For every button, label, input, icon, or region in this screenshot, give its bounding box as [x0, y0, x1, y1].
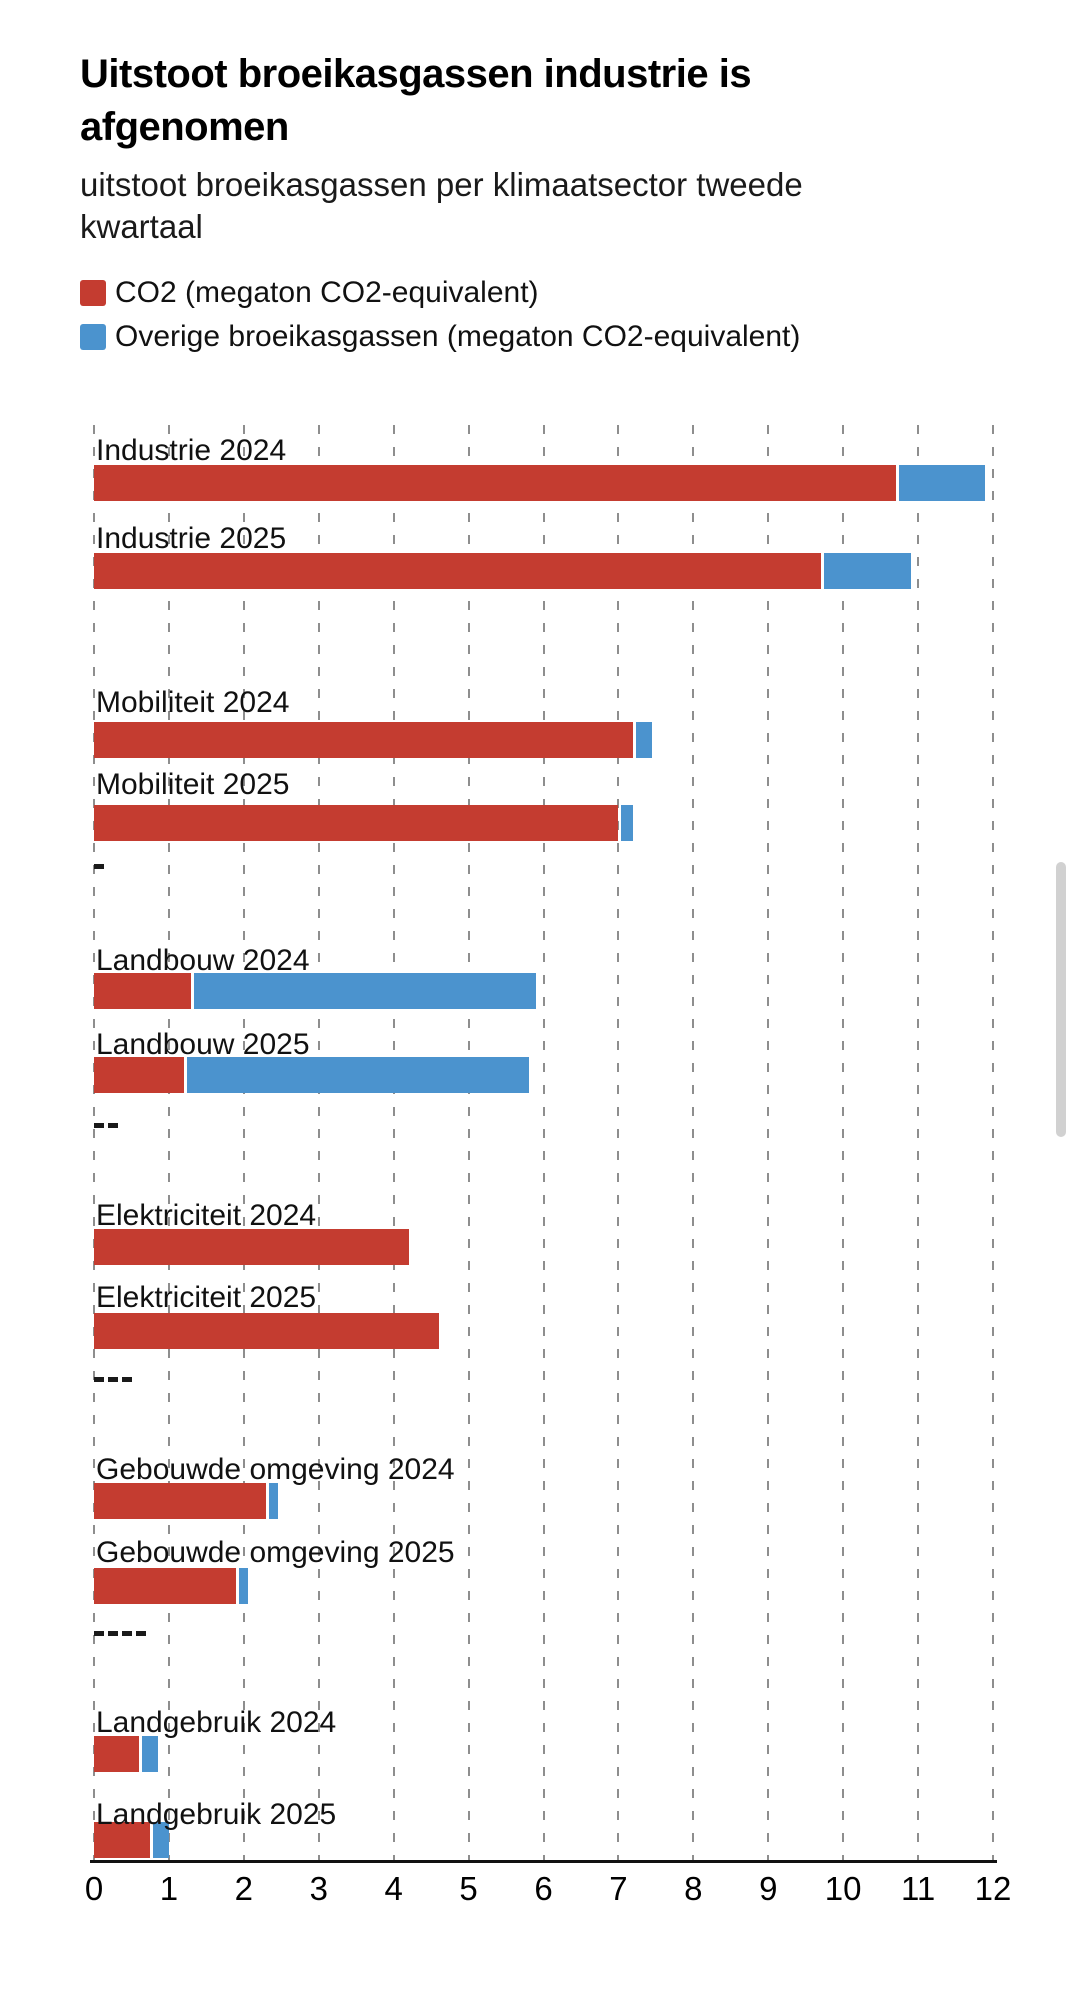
bar-label: Elektriciteit 2024: [96, 1199, 317, 1232]
gridline: [242, 425, 245, 1860]
separator-dash-icon: [94, 1377, 104, 1382]
bar-label: Landgebruik 2025: [96, 1798, 337, 1831]
bar-row: [94, 553, 911, 589]
x-axis-tick-label: 4: [384, 1870, 403, 1907]
gridline: [93, 425, 95, 1860]
chart-title: Uitstoot broeikasgassen industrie is afg…: [80, 52, 752, 149]
legend: CO2 (megaton CO2-equivalent) Overige bro…: [80, 276, 1020, 353]
co2-bar-segment: [94, 553, 821, 589]
other-bar-segment: [898, 465, 986, 501]
co2-bar-segment: [94, 1483, 267, 1519]
legend-item-other: Overige broeikasgassen (megaton CO2-equi…: [80, 320, 1020, 353]
bar-label: Landbouw 2025: [96, 1028, 310, 1061]
bar-row: [94, 1568, 248, 1604]
other-bar-segment: [141, 1736, 158, 1772]
other-bar-segment: [636, 722, 653, 758]
gridline: [392, 425, 395, 1860]
chart-subtitle: uitstoot broeikasgassen per klimaatsecto…: [80, 165, 803, 245]
x-axis-line: [90, 1860, 997, 1863]
x-axis-tick-label: 8: [684, 1870, 703, 1907]
bar-row: [94, 1313, 439, 1349]
separator-dashes: [94, 864, 108, 869]
bar-row: [94, 465, 986, 501]
other-bar-segment: [269, 1483, 278, 1519]
separator-dash-icon: [94, 1123, 104, 1128]
gridline: [617, 425, 620, 1860]
bar-row: [94, 1229, 409, 1265]
co2-bar-segment: [94, 1229, 409, 1265]
co2-bar-segment: [94, 973, 192, 1009]
bar-chart: Industrie 2024 Industrie 2025 Mobiliteit 2…: [85, 425, 1011, 1907]
legend-label-co2: CO2 (megaton CO2-equivalent): [115, 276, 539, 310]
bar-row: [94, 805, 634, 841]
co2-bar-segment: [94, 805, 619, 841]
other-bar-segment: [186, 1057, 529, 1093]
separator-dash-icon: [136, 1631, 146, 1636]
separator-dash-icon: [108, 1377, 118, 1382]
co2-bar-segment: [94, 722, 634, 758]
x-axis-tick-label: 12: [974, 1870, 1012, 1907]
legend-item-co2: CO2 (megaton CO2-equivalent): [80, 276, 1020, 309]
x-axis-tick-label: 6: [534, 1870, 553, 1907]
separator-dash-icon: [122, 1631, 132, 1636]
bar-label: Industrie 2025: [96, 522, 287, 555]
gridline: [842, 425, 845, 1860]
bar-label: Mobiliteit 2024: [96, 686, 290, 719]
scrollbar-thumb[interactable]: [1056, 862, 1066, 1137]
separator-dashes: [94, 1631, 150, 1636]
bar-label: Mobiliteit 2025: [96, 768, 290, 801]
bar-label: Landgebruik 2024: [96, 1706, 337, 1739]
separator-dash-icon: [94, 864, 104, 869]
x-axis-tick-label: 1: [159, 1870, 179, 1907]
co2-bar-segment: [94, 1313, 439, 1349]
separator-dashes: [94, 1377, 136, 1382]
co2-bar-segment: [94, 1736, 139, 1772]
x-axis-tick-label: 9: [759, 1870, 778, 1907]
other-bar-segment: [153, 1822, 169, 1858]
gridline: [467, 425, 470, 1860]
gridline: [167, 425, 170, 1860]
gridline: [317, 425, 320, 1860]
separator-dashes: [94, 1123, 122, 1128]
gridline: [767, 425, 770, 1860]
bar-label: Elektriciteit 2025: [96, 1281, 317, 1314]
x-axis-tick-label: 5: [459, 1870, 478, 1907]
gridline: [992, 425, 994, 1860]
bar-label: Industrie 2024: [96, 434, 287, 467]
bar-label: Gebouwde omgeving 2024: [96, 1453, 455, 1486]
bar-label: Gebouwde omgeving 2025: [96, 1536, 455, 1569]
gridline: [542, 425, 545, 1860]
chart-header: Uitstoot broeikasgassen industrie is afg…: [80, 48, 1020, 364]
other-bar-segment: [621, 805, 634, 841]
bar-row: [94, 1822, 169, 1858]
co2-bar-segment: [94, 1568, 237, 1604]
other-bar-segment: [194, 973, 536, 1009]
bar-row: [94, 1483, 278, 1519]
other-bar-segment: [823, 553, 911, 589]
x-axis-tick-label: 3: [309, 1870, 328, 1907]
separator-dash-icon: [108, 1123, 118, 1128]
co2-legend-swatch-icon: [80, 279, 106, 306]
bar-row: [94, 722, 653, 758]
separator-dash-icon: [108, 1631, 118, 1636]
x-axis-tick-label: 11: [900, 1870, 936, 1907]
bar-row: [94, 973, 536, 1009]
gridline: [692, 425, 695, 1860]
bar-row: [94, 1057, 529, 1093]
other-legend-swatch-icon: [80, 323, 106, 350]
co2-bar-segment: [94, 465, 896, 501]
co2-bar-segment: [94, 1057, 184, 1093]
bar-label: Landbouw 2024: [96, 944, 310, 977]
x-axis-tick-label: 2: [234, 1870, 254, 1907]
x-axis-tick-label: 10: [824, 1870, 862, 1907]
legend-label-other: Overige broeikasgassen (megaton CO2-equi…: [115, 320, 801, 354]
other-bar-segment: [239, 1568, 248, 1604]
co2-bar-segment: [94, 1822, 151, 1858]
separator-dash-icon: [122, 1377, 132, 1382]
separator-dash-icon: [94, 1631, 104, 1636]
x-axis-tick-label: 7: [609, 1870, 628, 1907]
x-axis-tick-label: 0: [84, 1870, 104, 1907]
bar-row: [94, 1736, 158, 1772]
gridline: [917, 425, 920, 1860]
